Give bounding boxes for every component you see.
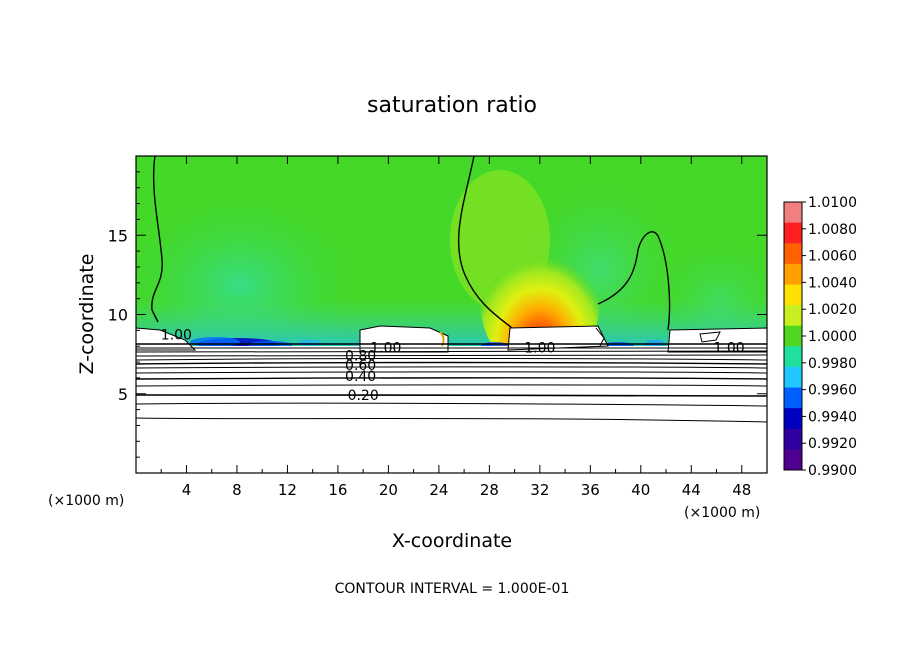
y-tick-label: 10 — [108, 306, 128, 325]
x-tick-label: 16 — [328, 481, 347, 499]
contour-interval-footer: CONTOUR INTERVAL = 1.000E-01 — [335, 581, 570, 597]
heatmap-field — [136, 156, 767, 473]
colorbar-swatch — [784, 408, 802, 430]
x-axis-label: X-coordinate — [392, 530, 512, 552]
contour-label: 0.20 — [348, 388, 379, 404]
colorbar-swatch — [784, 202, 802, 224]
x-tick-label: 8 — [232, 481, 242, 499]
contour-label: 0.40 — [345, 369, 376, 385]
colorbar-label: 1.0060 — [808, 249, 857, 265]
contour-label: 1.00 — [370, 340, 401, 356]
x-tick-label: 24 — [429, 481, 448, 499]
y-axis-label: Z-coordinate — [76, 254, 98, 375]
x-tick-label: 20 — [379, 481, 398, 499]
x-tick-label: 36 — [581, 481, 600, 499]
y-axis: 5 10 15 — [108, 171, 767, 458]
colorbar-label: 0.9980 — [808, 356, 857, 372]
colorbar-label: 1.0000 — [808, 329, 857, 345]
colorbar-label: 1.0100 — [808, 195, 857, 211]
colorbar-swatch — [784, 449, 802, 471]
x-tick-label: 40 — [631, 481, 650, 499]
contour-label: 0.80 — [345, 348, 376, 364]
colorbar-label: 0.9920 — [808, 436, 857, 452]
contour-label: 1.00 — [714, 340, 745, 356]
colorbar-label: 0.9900 — [808, 463, 857, 479]
colorbar-swatch — [784, 305, 802, 327]
colorbar-swatch — [784, 325, 802, 347]
colorbar-swatch — [784, 263, 802, 285]
x-tick-label: 44 — [682, 481, 701, 499]
x-unit-label-right: (×1000 m) — [684, 505, 760, 521]
contour-label: 1.00 — [524, 340, 555, 356]
colorbar-swatch — [784, 222, 802, 244]
contour-label: 0.60 — [345, 358, 376, 374]
x-tick-label: 48 — [732, 481, 751, 499]
y-tick-label: 5 — [118, 385, 128, 404]
x-tick-label: 4 — [182, 481, 192, 499]
colorbar-swatch — [784, 243, 802, 265]
colorbar-swatch — [784, 284, 802, 306]
x-tick-label: 28 — [480, 481, 499, 499]
colorbar-swatch — [784, 366, 802, 389]
x-tick-label: 32 — [530, 481, 549, 499]
colorbar-label: 0.9940 — [808, 409, 857, 425]
colorbar-swatch — [784, 346, 802, 368]
colorbar-label: 0.9960 — [808, 383, 857, 399]
colorbar-swatch — [784, 387, 802, 409]
x-unit-label-left: (×1000 m) — [48, 493, 124, 509]
contour-label: 1.00 — [161, 328, 192, 344]
chart-title: saturation ratio — [367, 93, 537, 118]
x-tick-label: 12 — [278, 481, 297, 499]
colorbar-label: 1.0080 — [808, 222, 857, 238]
colorbar-label: 1.0040 — [808, 275, 857, 291]
x-axis: 4 8 12 16 20 24 28 32 36 40 44 48 — [160, 156, 751, 499]
contour-labels: 0.200.400.600.801.001.001.00 1.00 — [161, 328, 745, 404]
colorbar-swatch — [784, 428, 802, 450]
y-tick-label: 15 — [108, 226, 128, 245]
colorbar-label: 1.0020 — [808, 302, 857, 318]
colorbar: 1.0100 1.0080 1.0060 1.0040 1.0020 1.0000 0.99… — [783, 195, 857, 479]
